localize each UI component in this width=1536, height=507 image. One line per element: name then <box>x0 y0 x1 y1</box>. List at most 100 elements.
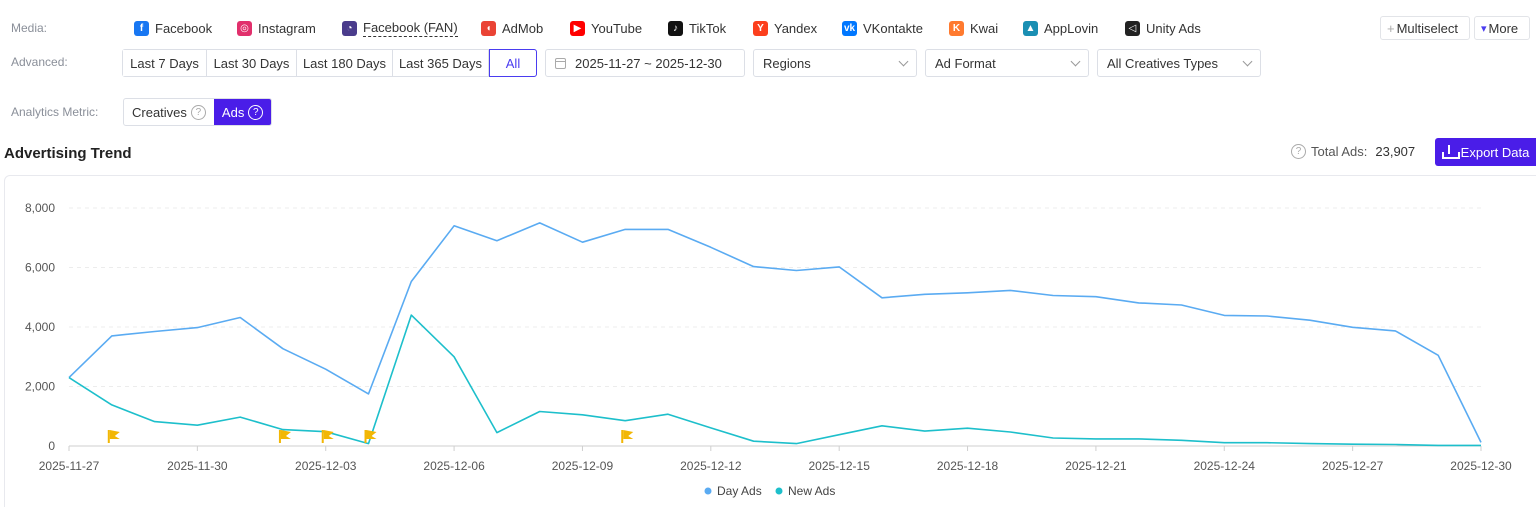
total-ads-label: Total Ads: <box>1311 144 1368 159</box>
ad-format-dropdown[interactable]: Ad Format <box>925 49 1089 77</box>
media-tiktok[interactable]: ♪ TikTok <box>668 18 726 38</box>
ad-format-label: Ad Format <box>935 55 996 71</box>
y-tick-label: 0 <box>48 439 55 453</box>
media-label: Media: <box>11 21 48 35</box>
export-data-button[interactable]: Export Data <box>1435 138 1536 166</box>
x-tick-label: 2025-12-03 <box>295 459 357 473</box>
y-tick-label: 6,000 <box>25 261 55 275</box>
legend-marker <box>704 487 712 495</box>
date-range-value: 2025-11-27 ~ 2025-12-30 <box>575 55 722 71</box>
legend-label: New Ads <box>788 484 835 498</box>
legend-item[interactable]: New Ads <box>775 484 836 498</box>
kwai-icon: K <box>949 20 964 36</box>
chevron-down-icon: ▾ <box>1481 22 1487 35</box>
media-yandex[interactable]: Y Yandex <box>753 18 817 38</box>
calendar-icon <box>555 57 566 69</box>
media-label-text: TikTok <box>689 20 727 36</box>
y-tick-label: 8,000 <box>25 201 55 215</box>
x-tick-label: 2025-12-15 <box>808 459 870 473</box>
help-icon[interactable]: ? <box>248 104 264 120</box>
media-instagram[interactable]: ◎ Instagram <box>237 18 316 38</box>
x-tick-label: 2025-11-27 <box>39 459 100 473</box>
advanced-label: Advanced: <box>11 55 68 69</box>
event-flag-icon[interactable] <box>621 430 634 443</box>
regions-label: Regions <box>763 55 811 71</box>
facebook-fan-icon: ◔ <box>342 20 357 36</box>
legend-item[interactable]: Day Ads <box>704 484 762 498</box>
x-tick-label: 2025-11-30 <box>167 459 228 473</box>
help-icon[interactable]: ? <box>1291 144 1306 159</box>
range-last-7-days[interactable]: Last 7 Days <box>123 50 207 76</box>
media-admob[interactable]: ◖ AdMob <box>481 18 543 38</box>
instagram-icon: ◎ <box>237 20 252 36</box>
media-facebook-fan[interactable]: ◔ Facebook (FAN) <box>342 18 458 38</box>
tiktok-icon: ♪ <box>668 20 683 36</box>
x-tick-label: 2025-12-09 <box>552 459 614 473</box>
chevron-down-icon <box>1070 56 1081 66</box>
media-label-text: Yandex <box>774 20 818 36</box>
unity-ads-icon: ◁ <box>1125 20 1140 36</box>
media-youtube[interactable]: ▶ YouTube <box>570 18 642 38</box>
analytics-metric-toggle: Creatives ? Ads ? <box>123 98 273 126</box>
applovin-icon: ▲ <box>1023 20 1038 36</box>
vkontakte-icon: vk <box>842 20 857 36</box>
range-last-180-days[interactable]: Last 180 Days <box>297 50 393 76</box>
range-last-365-days[interactable]: Last 365 Days <box>393 50 489 76</box>
multiselect-button[interactable]: + Multiselect <box>1380 16 1470 40</box>
media-kwai[interactable]: K Kwai <box>949 18 998 38</box>
media-vkontakte[interactable]: vk VKontakte <box>842 18 923 38</box>
metric-ads-button[interactable]: Ads ? <box>213 99 272 125</box>
x-tick-label: 2025-12-24 <box>1194 459 1256 473</box>
section-title: Advertising Trend <box>4 145 132 162</box>
media-label-text: Instagram <box>258 20 316 36</box>
event-flag-icon[interactable] <box>278 430 291 443</box>
event-flag-icon[interactable] <box>321 430 334 443</box>
admob-icon: ◖ <box>481 20 496 36</box>
x-tick-label: 2025-12-30 <box>1450 459 1512 473</box>
media-label-text: Unity Ads <box>1146 20 1201 36</box>
legend-label: Day Ads <box>717 484 762 498</box>
event-flag-icon[interactable] <box>364 430 377 443</box>
series-line-day-ads <box>68 222 1482 443</box>
metric-creatives-button[interactable]: Creatives ? <box>124 99 214 125</box>
legend-marker <box>775 487 783 495</box>
date-range-picker[interactable]: 2025-11-27 ~ 2025-12-30 <box>545 49 745 77</box>
facebook-icon: f <box>134 20 149 36</box>
media-label-text: Facebook (FAN) <box>363 19 458 37</box>
more-button[interactable]: ▾ More <box>1474 16 1530 40</box>
media-label-text: AdMob <box>502 20 544 36</box>
x-tick-label: 2025-12-12 <box>680 459 742 473</box>
x-tick-label: 2025-12-06 <box>423 459 485 473</box>
youtube-icon: ▶ <box>570 20 585 36</box>
media-unity-ads[interactable]: ◁ Unity Ads <box>1125 18 1201 38</box>
media-label-text: VKontakte <box>863 20 923 36</box>
download-icon <box>1441 145 1460 159</box>
multiselect-label: Multiselect <box>1396 20 1459 36</box>
range-last-30-days[interactable]: Last 30 Days <box>207 50 297 76</box>
media-label-text: AppLovin <box>1044 20 1099 36</box>
range-all[interactable]: All <box>489 49 537 77</box>
event-flag-icon[interactable] <box>107 430 120 443</box>
export-data-label: Export Data <box>1460 144 1530 160</box>
series-line-new-ads <box>68 314 1481 447</box>
media-applovin[interactable]: ▲ AppLovin <box>1023 18 1098 38</box>
help-icon[interactable]: ? <box>190 104 206 120</box>
media-label-text: Kwai <box>970 20 999 36</box>
media-label-text: YouTube <box>591 20 643 36</box>
date-range-segment: Last 7 Days Last 30 Days Last 180 Days L… <box>122 49 537 77</box>
analytics-metric-label: Analytics Metric: <box>11 105 99 119</box>
advertising-trend-chart-card: 0 2,000 4,000 6,000 8,000 2025-11-27 2025-11-3… <box>4 175 1536 507</box>
advertising-trend-chart: 0 2,000 4,000 6,000 8,000 2025-11-27 2025-11-3… <box>25 201 1512 498</box>
x-tick-label: 2025-12-21 <box>1065 459 1127 473</box>
regions-dropdown[interactable]: Regions <box>753 49 917 77</box>
y-tick-label: 2,000 <box>25 380 55 394</box>
chevron-down-icon <box>898 56 909 66</box>
total-ads: ? Total Ads: 23,907 <box>1291 144 1415 159</box>
more-label: More <box>1488 20 1519 36</box>
creative-types-dropdown[interactable]: All Creatives Types <box>1097 49 1261 77</box>
media-facebook[interactable]: f Facebook <box>134 18 212 38</box>
x-tick-label: 2025-12-27 <box>1322 459 1384 473</box>
metric-ads-label: Ads <box>221 104 245 120</box>
metric-creatives-label: Creatives <box>132 104 187 120</box>
x-tick-label: 2025-12-18 <box>937 459 999 473</box>
